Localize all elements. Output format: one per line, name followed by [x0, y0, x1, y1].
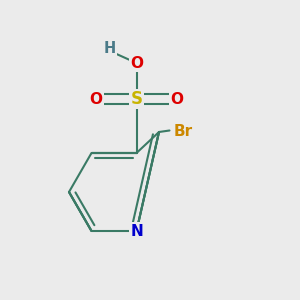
Text: Br: Br	[173, 124, 193, 140]
Text: S: S	[130, 90, 142, 108]
Text: O: O	[130, 56, 143, 70]
Text: N: N	[130, 224, 143, 238]
Text: H: H	[103, 41, 116, 56]
Text: O: O	[170, 92, 184, 106]
Text: O: O	[89, 92, 103, 106]
